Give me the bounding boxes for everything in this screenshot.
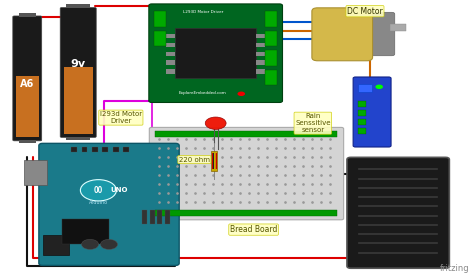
Circle shape xyxy=(100,239,118,249)
Bar xyxy=(211,151,217,171)
Bar xyxy=(358,101,366,107)
Bar xyxy=(256,69,265,74)
Text: UNO: UNO xyxy=(110,187,128,193)
Bar xyxy=(265,11,277,27)
Bar xyxy=(155,210,337,216)
FancyBboxPatch shape xyxy=(353,77,391,147)
Bar xyxy=(256,60,265,65)
Bar xyxy=(358,84,372,92)
Bar xyxy=(265,31,277,46)
Bar xyxy=(166,34,175,38)
Bar xyxy=(358,119,366,125)
Bar xyxy=(358,128,366,134)
Text: l293d Motor
Driver: l293d Motor Driver xyxy=(100,111,142,124)
Bar xyxy=(265,50,277,66)
Bar xyxy=(66,4,90,8)
Bar xyxy=(256,34,265,38)
Text: 9v: 9v xyxy=(71,59,86,69)
Bar xyxy=(390,24,406,31)
FancyBboxPatch shape xyxy=(39,143,179,265)
Circle shape xyxy=(82,239,99,249)
Bar xyxy=(256,43,265,47)
Bar xyxy=(358,110,366,116)
FancyBboxPatch shape xyxy=(149,127,344,220)
Bar xyxy=(154,31,166,46)
Bar xyxy=(154,11,166,27)
Bar xyxy=(113,147,118,152)
Bar xyxy=(43,235,69,255)
Text: fritzing: fritzing xyxy=(440,264,470,273)
Text: L293D Motor Driver: L293D Motor Driver xyxy=(182,10,223,14)
FancyBboxPatch shape xyxy=(13,16,42,141)
Bar xyxy=(166,60,175,65)
Text: OO: OO xyxy=(94,186,103,195)
Bar xyxy=(92,147,98,152)
Text: Rain
Senssitive
sensor: Rain Senssitive sensor xyxy=(295,113,330,133)
Bar xyxy=(16,76,39,137)
Bar xyxy=(166,43,175,47)
Bar xyxy=(142,210,147,224)
Text: ExploreEmbedded.com: ExploreEmbedded.com xyxy=(179,91,227,95)
Bar xyxy=(62,218,109,244)
Bar xyxy=(175,28,256,78)
Bar xyxy=(66,137,90,140)
Bar xyxy=(216,153,217,169)
Bar xyxy=(71,147,77,152)
FancyBboxPatch shape xyxy=(312,8,373,61)
Text: 220 ohm: 220 ohm xyxy=(179,157,210,163)
Bar xyxy=(213,153,214,169)
Bar xyxy=(19,140,36,143)
Text: Arduino: Arduino xyxy=(89,200,108,205)
Circle shape xyxy=(375,85,383,89)
Bar xyxy=(165,210,170,224)
FancyBboxPatch shape xyxy=(359,12,395,56)
Bar xyxy=(150,210,155,224)
Circle shape xyxy=(205,117,226,129)
Bar xyxy=(215,153,216,169)
Bar xyxy=(157,210,162,224)
Bar xyxy=(155,131,337,137)
FancyBboxPatch shape xyxy=(60,8,96,137)
Bar xyxy=(102,147,108,152)
Bar xyxy=(82,147,87,152)
FancyBboxPatch shape xyxy=(149,4,283,102)
Bar xyxy=(166,52,175,56)
Text: DC Motor: DC Motor xyxy=(347,7,383,16)
FancyBboxPatch shape xyxy=(347,157,449,268)
Text: A6: A6 xyxy=(20,79,34,89)
Bar xyxy=(166,69,175,74)
Bar xyxy=(24,160,47,185)
Circle shape xyxy=(81,180,117,201)
Bar xyxy=(19,13,36,17)
Text: Bread Board: Bread Board xyxy=(230,225,277,234)
Bar xyxy=(212,153,213,169)
Bar xyxy=(64,67,93,134)
Circle shape xyxy=(237,92,245,96)
Bar xyxy=(123,147,129,152)
Bar xyxy=(256,52,265,56)
Bar xyxy=(265,70,277,85)
